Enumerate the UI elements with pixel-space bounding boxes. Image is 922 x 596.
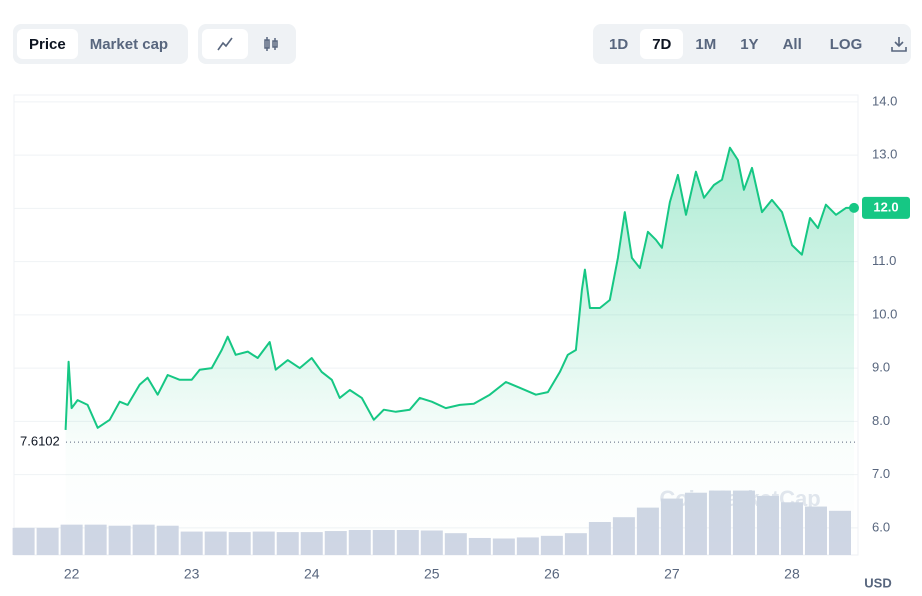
volume-bar <box>732 490 755 555</box>
volume-bar <box>324 531 347 555</box>
current-price-box <box>862 196 910 219</box>
x-tick-label: 27 <box>664 566 680 582</box>
volume-bar <box>300 532 323 555</box>
y-tick-label: 11.0 <box>872 253 896 268</box>
x-tick-label: 28 <box>784 566 800 582</box>
volume-bar <box>204 531 227 555</box>
volume-bar <box>684 492 707 555</box>
volume-bar <box>396 529 419 555</box>
volume-bar <box>276 532 299 555</box>
tab[interactable]: Price <box>17 29 78 59</box>
watermark: CoinMarketCap <box>659 486 820 511</box>
volume-bar <box>132 524 155 555</box>
volume-bar <box>420 530 443 555</box>
x-tick-label: 24 <box>304 566 320 582</box>
price-area <box>65 147 855 555</box>
volume-bar <box>636 507 659 555</box>
line-chart-button[interactable] <box>202 29 248 59</box>
volume-bar <box>756 495 779 555</box>
volume-bar <box>156 525 179 555</box>
volume-bar <box>612 517 635 555</box>
range-group: 1D 7D 1M 1Y All LOG <box>593 24 911 64</box>
volume-bar <box>36 527 59 555</box>
range-button[interactable]: 1D <box>609 35 629 53</box>
range-button[interactable]: All <box>782 35 802 53</box>
volume-bar <box>492 538 515 555</box>
price-line <box>64 146 854 430</box>
volume-bar <box>516 537 539 555</box>
volume-bar <box>372 529 395 555</box>
reference-label: 7.6102 <box>20 434 60 449</box>
volume-bar <box>660 498 683 555</box>
tab[interactable]: Market cap <box>89 35 169 53</box>
volume-bar <box>348 529 371 555</box>
volume-bar <box>828 510 851 555</box>
volume-bar <box>564 533 587 555</box>
y-tick-label: 10.0 <box>872 306 897 321</box>
y-tick-label: 8.0 <box>872 413 890 428</box>
volume-bar <box>444 533 467 555</box>
y-tick-label: 6.0 <box>872 519 890 534</box>
x-tick-label: 25 <box>424 566 440 582</box>
volume-bar <box>468 537 491 555</box>
x-tick-label: 26 <box>544 566 560 582</box>
volume-bar <box>12 527 35 555</box>
chart-type-group <box>198 24 296 64</box>
x-tick-label: 22 <box>64 566 80 582</box>
y-tick-label: 14.0 <box>872 93 897 108</box>
volume-bar <box>108 525 131 555</box>
y-tick-label: 12.0 <box>872 200 897 215</box>
x-tick-label: 23 <box>184 566 200 582</box>
download-button[interactable] <box>878 29 920 59</box>
volume-bar <box>588 521 611 555</box>
current-price-label: 12.0 <box>873 199 898 214</box>
volume-bar <box>252 531 275 555</box>
current-dot <box>849 202 859 213</box>
volume-bar <box>60 524 83 555</box>
volume-bar <box>180 531 203 555</box>
y-tick-label: 9.0 <box>872 360 890 375</box>
plot-border <box>13 94 859 556</box>
volume-bar <box>780 502 803 555</box>
volume-bar <box>708 490 731 555</box>
log-button[interactable]: LOG <box>829 35 863 53</box>
y-tick-label: 7.0 <box>872 466 890 481</box>
tab-group: Price Market cap <box>13 24 188 64</box>
volume-bar <box>84 524 107 555</box>
y-tick-label: 13.0 <box>872 147 897 162</box>
range-button[interactable]: 7D <box>640 29 684 59</box>
volume-bar <box>228 532 251 555</box>
unit-label: USD <box>864 575 891 590</box>
volume-bar <box>804 506 827 555</box>
volume-bar <box>540 535 563 555</box>
range-button[interactable]: 1M <box>695 35 717 53</box>
candle-chart-button[interactable] <box>248 29 294 59</box>
range-button[interactable]: 1Y <box>740 35 759 53</box>
